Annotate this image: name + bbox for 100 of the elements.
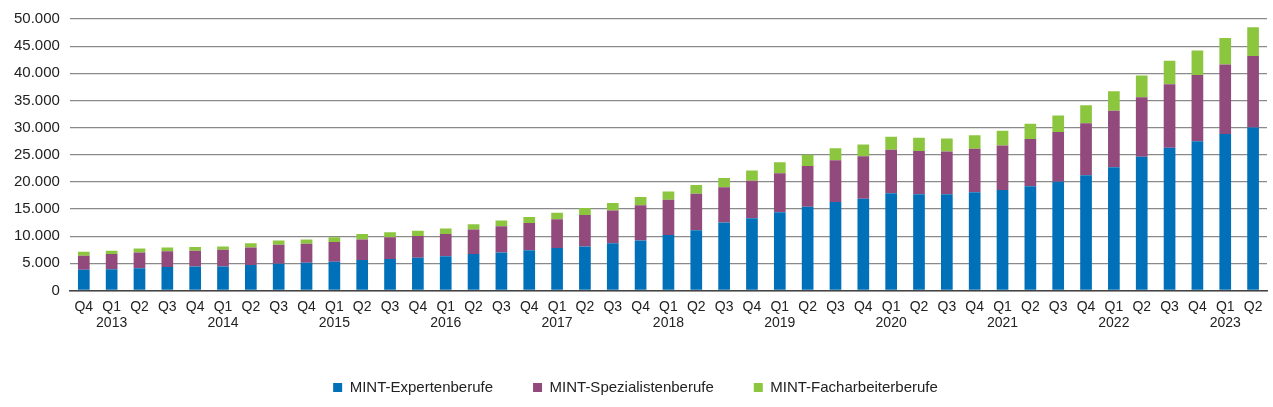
bar xyxy=(300,239,313,244)
bar xyxy=(217,246,229,250)
x-tick-label: Q4 xyxy=(408,297,428,314)
bar xyxy=(996,130,1009,146)
bar xyxy=(829,148,842,161)
bar xyxy=(551,248,563,290)
bar xyxy=(1247,27,1259,56)
bar xyxy=(606,203,619,211)
bar xyxy=(634,205,647,241)
x-tick-label: Q3 xyxy=(492,297,511,314)
bar xyxy=(1080,175,1092,290)
bar xyxy=(328,242,341,262)
x-tick-label: Q4 xyxy=(1188,297,1207,314)
x-tick-label: Q4 xyxy=(297,297,317,314)
x-tick-label: Q4 xyxy=(965,297,985,314)
x-tick-label: Q2 xyxy=(352,297,372,314)
bar xyxy=(1108,110,1120,168)
x-tick-label: Q2 xyxy=(130,297,150,314)
x-tick-label: Q3 xyxy=(1048,297,1068,314)
bar xyxy=(885,149,898,194)
bar xyxy=(495,252,508,290)
bar xyxy=(606,243,619,290)
bar xyxy=(1191,50,1204,75)
legend-label: MINT-Facharbeiterberufe xyxy=(770,377,938,395)
y-tick-label: 25.000 xyxy=(13,144,60,162)
bar xyxy=(801,206,814,290)
bar xyxy=(1135,156,1148,290)
bar xyxy=(940,138,953,152)
bar xyxy=(384,258,396,290)
bar xyxy=(857,198,870,290)
bar xyxy=(523,217,536,224)
bar xyxy=(746,170,758,181)
bar xyxy=(690,230,703,290)
bar xyxy=(495,226,508,253)
y-tick-label: 10.000 xyxy=(13,226,60,244)
bar xyxy=(1024,138,1037,187)
y-tick-label: 5.000 xyxy=(22,253,60,271)
bar xyxy=(77,269,90,290)
bar xyxy=(328,237,341,243)
bar xyxy=(384,237,396,259)
bar xyxy=(801,166,814,207)
bar xyxy=(690,185,703,194)
x-tick-label: Q2 xyxy=(798,297,818,314)
bar xyxy=(579,214,591,247)
y-tick-label: 30.000 xyxy=(13,117,60,135)
bar xyxy=(439,228,452,234)
y-tick-label: 45.000 xyxy=(13,36,60,54)
y-tick-label: 40.000 xyxy=(13,63,60,81)
bar xyxy=(606,210,619,244)
x-tick-label: Q1 2023 xyxy=(1209,297,1242,331)
bar xyxy=(1219,134,1232,290)
bar xyxy=(996,189,1009,290)
bar xyxy=(913,137,925,151)
x-tick-label: Q2 xyxy=(686,297,706,314)
bar xyxy=(1108,167,1120,290)
bar xyxy=(579,207,591,215)
bar xyxy=(272,240,285,245)
y-tick-label: 0 xyxy=(51,280,60,298)
x-tick-label: Q1 2020 xyxy=(875,297,907,331)
bar xyxy=(551,219,563,249)
bar xyxy=(829,201,842,290)
x-tick-label: Q4 xyxy=(742,297,762,314)
bar xyxy=(718,178,730,188)
bar xyxy=(412,257,424,290)
bar xyxy=(77,255,90,270)
bar xyxy=(1135,75,1148,98)
x-tick-label: Q3 xyxy=(157,297,177,314)
bar xyxy=(161,267,174,290)
bar xyxy=(773,162,786,174)
bar xyxy=(634,240,647,290)
x-tick-label: Q3 xyxy=(1160,297,1180,314)
bar xyxy=(690,193,703,231)
bar xyxy=(189,246,202,251)
y-tick-label: 15.000 xyxy=(13,199,60,217)
bar xyxy=(551,212,563,220)
x-tick-label: Q1 2015 xyxy=(318,297,351,331)
x-tick-label: Q1 2016 xyxy=(430,297,462,331)
x-tick-label: Q3 xyxy=(380,297,400,314)
bar xyxy=(662,199,675,236)
bar xyxy=(133,268,146,290)
bar xyxy=(356,233,369,240)
bar xyxy=(356,260,369,290)
bar xyxy=(412,230,424,237)
x-tick-label: Q2 xyxy=(909,297,929,314)
bar xyxy=(467,254,480,290)
bar xyxy=(1163,84,1176,148)
legend-label: MINT-Expertenberufe xyxy=(349,377,494,395)
bar xyxy=(1135,97,1148,157)
bar xyxy=(105,269,118,290)
bar xyxy=(412,236,424,258)
bar xyxy=(300,262,313,290)
bar xyxy=(1219,64,1232,135)
x-tick-label: Q4 xyxy=(519,297,539,314)
x-tick-label: Q3 xyxy=(714,297,734,314)
bar xyxy=(384,232,396,238)
bar xyxy=(244,243,257,248)
bar xyxy=(189,266,202,290)
x-tick-label: Q3 xyxy=(603,297,623,314)
bar xyxy=(857,156,870,199)
legend-label: MINT-Spezialistenberufe xyxy=(549,377,714,395)
